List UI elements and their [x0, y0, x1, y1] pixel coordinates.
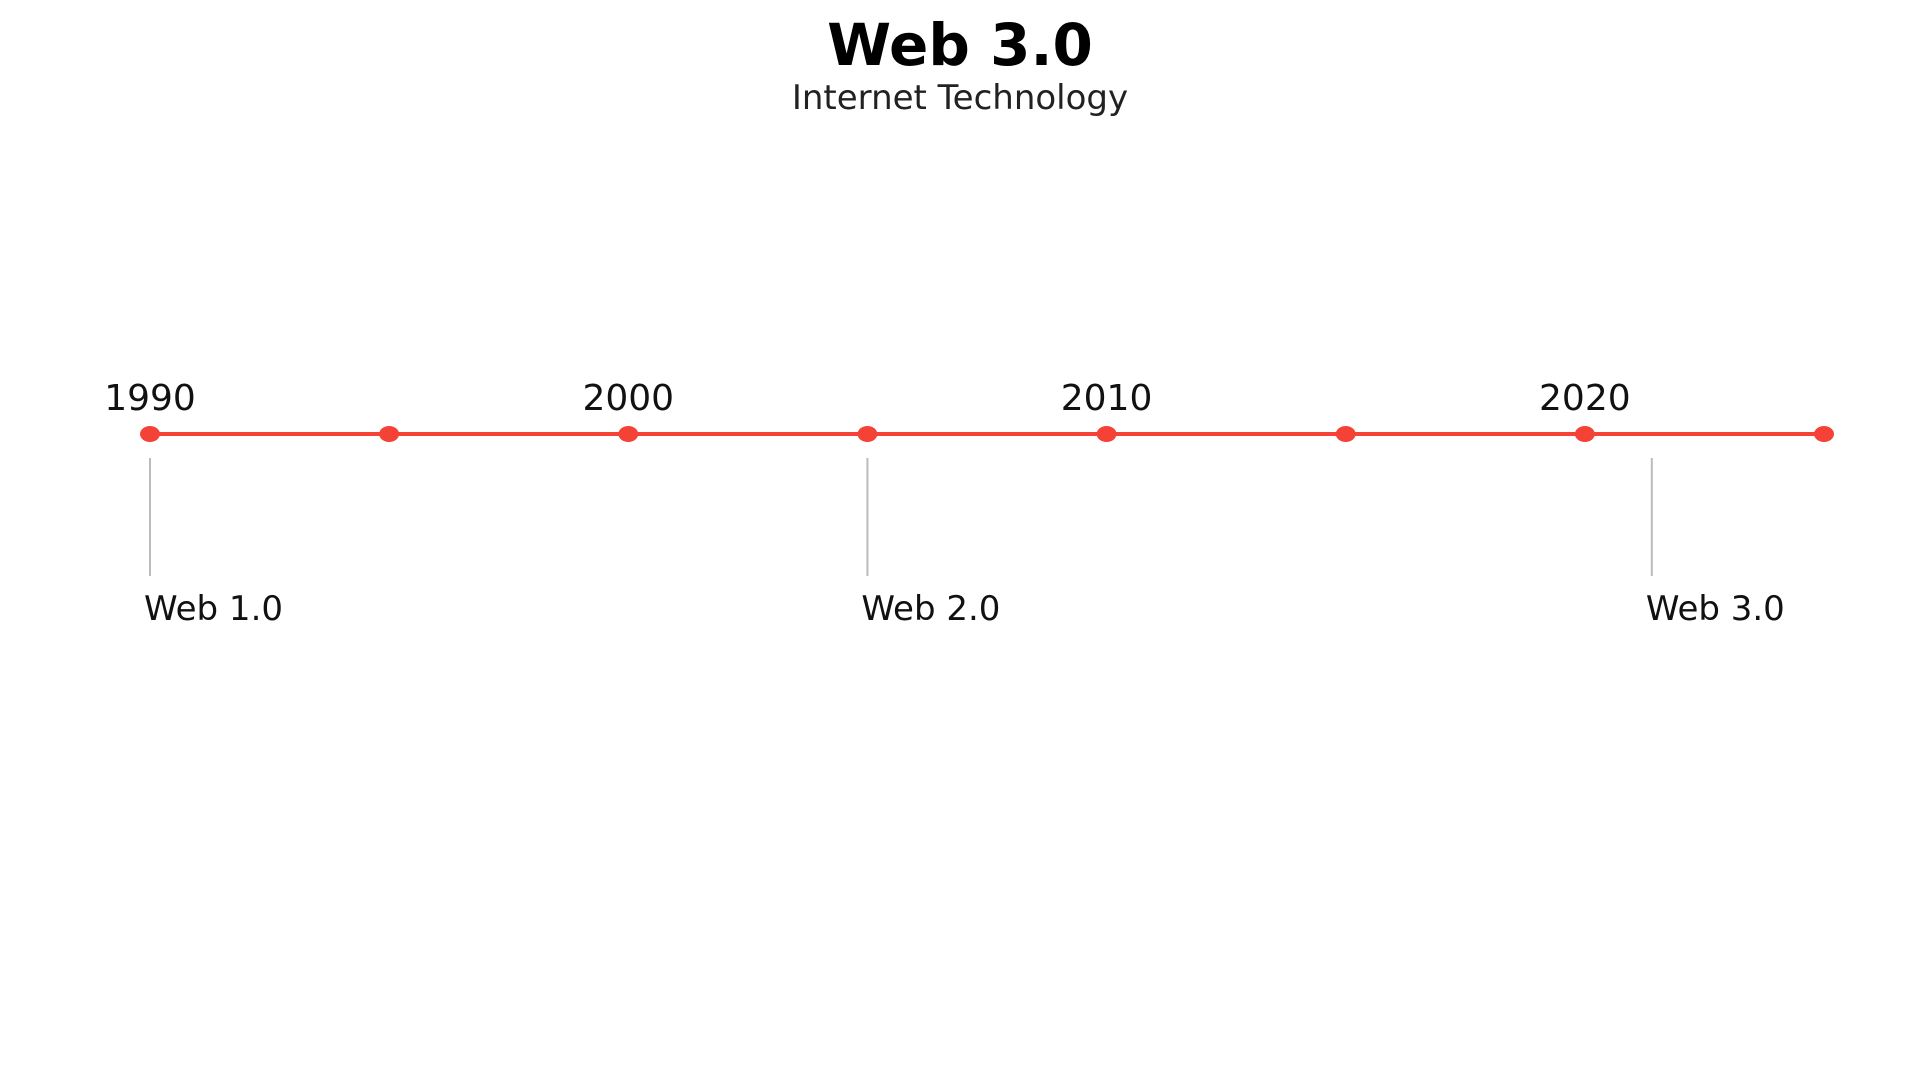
timeline-marker-2025: [1814, 426, 1834, 442]
timeline-marker-1990: [140, 426, 160, 442]
event-label-1: Web 1.0: [144, 589, 283, 629]
year-label-1990: 1990: [104, 378, 196, 419]
page-subtitle: Internet Technology: [791, 78, 1129, 118]
timeline-event-labels: Web 1.0 Web 2.0 Web 3.0: [144, 589, 1785, 629]
event-label-3: Web 3.0: [1646, 589, 1785, 629]
event-label-2: Web 2.0: [861, 589, 1000, 629]
year-label-2020: 2020: [1539, 378, 1631, 419]
year-label-2010: 2010: [1061, 378, 1153, 419]
timeline-marker-2005: [857, 426, 878, 442]
timeline-year-labels: 1990 2000 2010 2020: [104, 378, 1630, 419]
header: Web 3.0 Internet Technology: [0, 10, 1920, 120]
year-label-2000: 2000: [582, 378, 674, 419]
timeline-marker-2010: [1096, 426, 1117, 442]
event-connectors: [149, 458, 1653, 576]
timeline-marker-2020: [1574, 426, 1595, 442]
timeline-markers: [140, 426, 1834, 442]
timeline-marker-2000: [618, 426, 639, 442]
timeline-marker-2015: [1335, 426, 1356, 442]
timeline-marker-1995: [379, 426, 400, 442]
page-title: Web 3.0: [827, 11, 1093, 79]
